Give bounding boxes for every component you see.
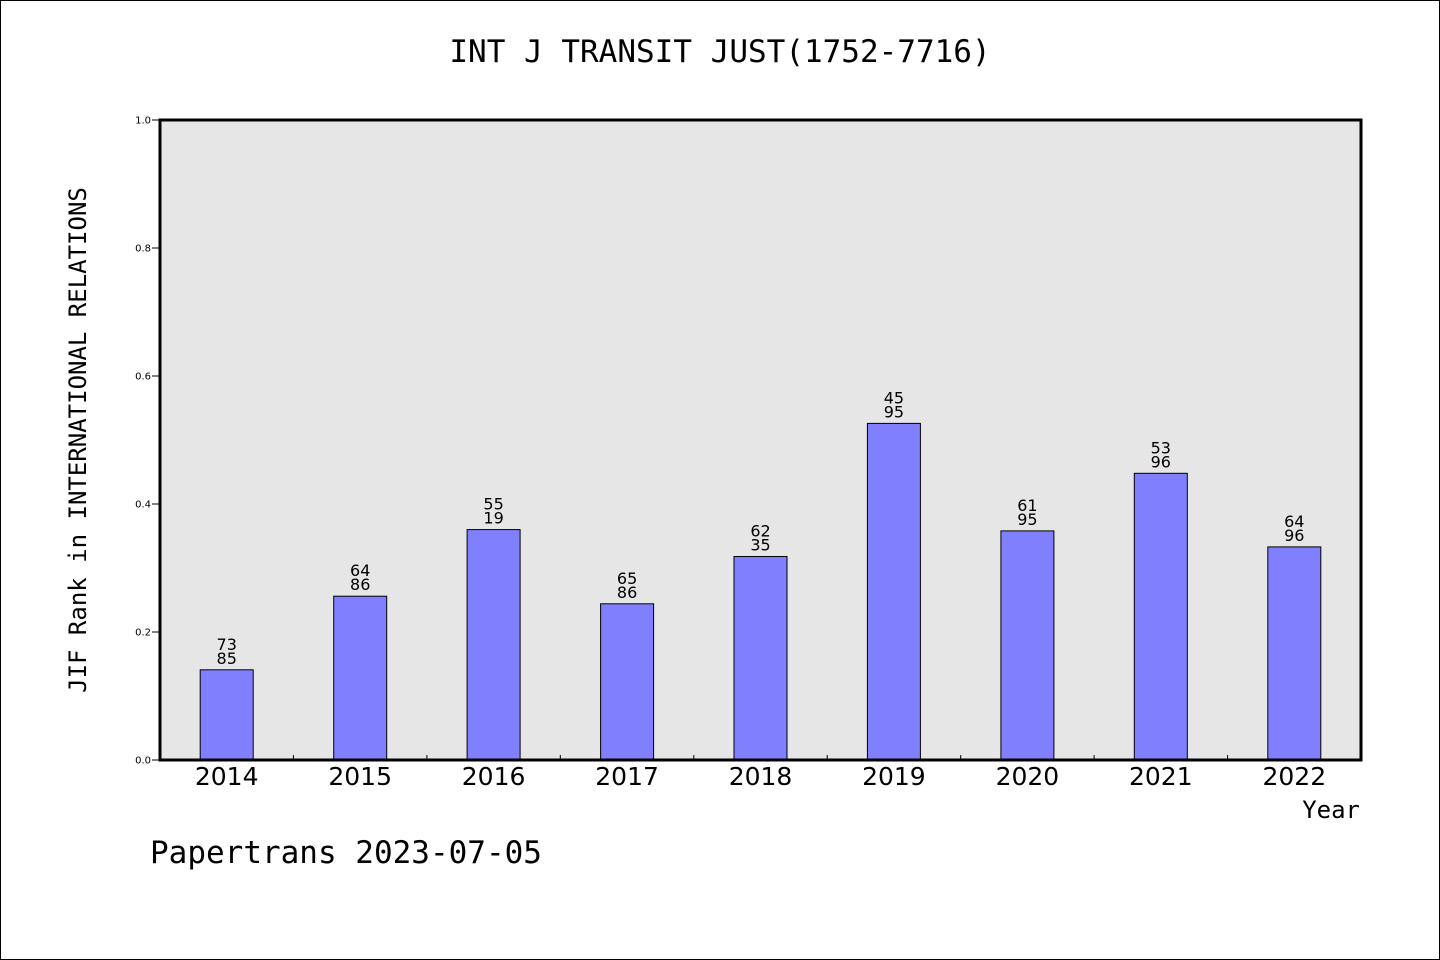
y-tick-label-0.8: 0.8 — [135, 244, 151, 255]
bar-label-top-2018: 62 — [750, 522, 770, 541]
bar-label-bottom-2015: 86 — [350, 575, 370, 594]
bar-2016 — [466, 529, 521, 761]
x-tick-label-2017: 2017 — [595, 762, 659, 791]
bar-label-bottom-2017: 86 — [617, 583, 637, 602]
bar-label-bottom-2022: 96 — [1284, 526, 1304, 545]
plot-border — [158, 118, 1363, 762]
x-tick-label-2021: 2021 — [1129, 762, 1193, 791]
footer-watermark: Papertrans 2023-07-05 — [150, 835, 542, 871]
bar-2014 — [199, 669, 254, 761]
bar-label-bottom-2019: 95 — [884, 402, 904, 421]
bar-label-top-2017: 65 — [617, 569, 637, 588]
x-tick-label-2014: 2014 — [195, 762, 259, 791]
bar-label-top-2022: 64 — [1284, 512, 1304, 531]
y-tick-label-0.2: 0.2 — [135, 628, 151, 639]
bar-label-bottom-2018: 35 — [750, 536, 770, 555]
bar-label-top-2020: 61 — [1017, 496, 1037, 515]
bar-2019 — [866, 422, 921, 761]
y-tick-label-0.6: 0.6 — [135, 372, 151, 383]
y-tick-label-0.0: 0.0 — [135, 756, 151, 767]
x-tick-label-2020: 2020 — [996, 762, 1060, 791]
bar-label-top-2016: 55 — [483, 495, 503, 514]
bar-label-bottom-2014: 85 — [217, 649, 237, 668]
bar-2021 — [1133, 472, 1188, 761]
bar-label-bottom-2021: 96 — [1151, 452, 1171, 471]
x-tick-label-2015: 2015 — [328, 762, 392, 791]
x-tick-label-2018: 2018 — [729, 762, 793, 791]
x-axis-label: Year — [1302, 796, 1360, 824]
bar-label-top-2014: 73 — [217, 635, 237, 654]
bar-label-top-2019: 45 — [884, 388, 904, 407]
y-tick-label-0.4: 0.4 — [135, 500, 151, 511]
bar-label-bottom-2016: 19 — [483, 509, 503, 528]
bar-label-bottom-2020: 95 — [1017, 510, 1037, 529]
bar-2020 — [1000, 530, 1055, 761]
x-tick-label-2016: 2016 — [462, 762, 526, 791]
chart-title: INT J TRANSIT JUST(1752-7716) — [449, 34, 991, 70]
x-ticks-group: 2014 2015 2016 2017 2018 2019 2020 2021 2022 — [195, 755, 1326, 791]
y-ticks-group: 0.0 0.2 0.4 0.6 0.8 1.0 — [135, 116, 160, 767]
bar-2017 — [600, 603, 655, 761]
bar-label-top-2021: 53 — [1151, 438, 1171, 457]
y-tick-label-1.0: 1.0 — [135, 116, 151, 127]
x-tick-label-2022: 2022 — [1262, 762, 1326, 791]
x-tick-label-2019: 2019 — [862, 762, 926, 791]
bar-label-top-2015: 64 — [350, 561, 370, 580]
bar-2018 — [733, 556, 788, 761]
bar-2022 — [1267, 546, 1322, 761]
bar-2015 — [333, 595, 388, 761]
